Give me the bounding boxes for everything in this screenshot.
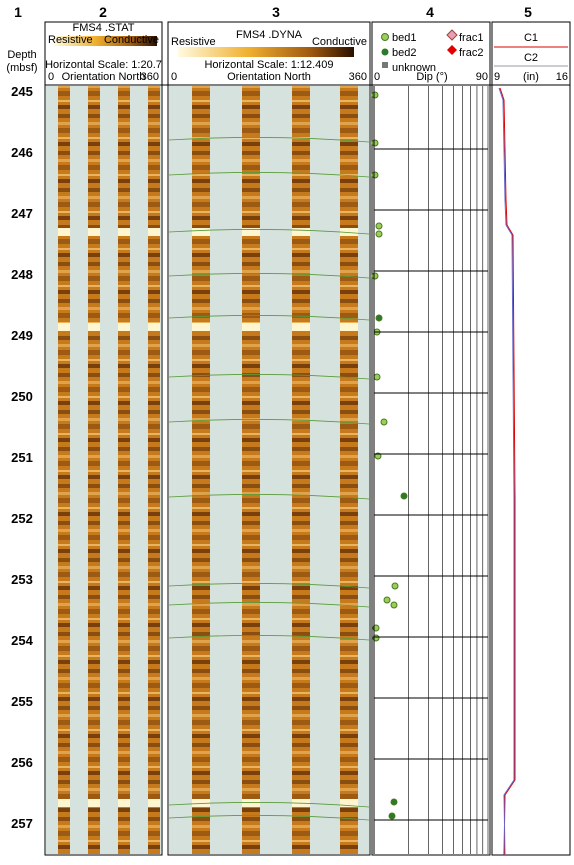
- label: Resistive: [171, 36, 216, 48]
- bright-band: [58, 228, 70, 236]
- fms-strip: [192, 86, 210, 854]
- fms-strip: [88, 86, 100, 854]
- label: 248: [11, 267, 33, 282]
- fms-strip: [340, 86, 358, 854]
- bright-band: [88, 799, 100, 807]
- bright-band: [242, 323, 260, 331]
- label: 255: [11, 694, 33, 709]
- label: Dip (°): [416, 71, 447, 83]
- curve-c2: [498, 87, 515, 856]
- bright-band: [242, 228, 260, 236]
- label: 254: [11, 633, 33, 648]
- label: 252: [11, 511, 33, 526]
- label: Resistive: [48, 34, 93, 46]
- fms-strip: [118, 86, 130, 854]
- tadpoles: [371, 91, 408, 820]
- bright-band: [58, 799, 70, 807]
- label: Horizontal Scale: 1:12.409: [204, 59, 333, 71]
- bright-band: [242, 799, 260, 807]
- trace: [168, 602, 370, 608]
- label: 246: [11, 145, 33, 160]
- label: (in): [523, 71, 539, 83]
- label: bed2: [392, 47, 416, 59]
- colorbar: [178, 47, 354, 57]
- bright-band: [88, 323, 100, 331]
- fms-strip: [58, 86, 70, 854]
- trace: [168, 635, 370, 641]
- bright-band: [292, 323, 310, 331]
- label: (mbsf): [6, 62, 37, 74]
- bright-band: [118, 323, 130, 331]
- label: 250: [11, 389, 33, 404]
- frames: [44, 21, 571, 856]
- bright-band: [148, 323, 160, 331]
- label: 3: [272, 4, 280, 20]
- label: 90: [476, 71, 488, 83]
- bright-band: [192, 799, 210, 807]
- label: 5: [524, 4, 532, 20]
- label: C2: [524, 52, 538, 64]
- fms-strip: [148, 86, 160, 854]
- bright-band: [340, 799, 358, 807]
- bright-band: [118, 228, 130, 236]
- bright-band: [340, 228, 358, 236]
- bright-band: [88, 228, 100, 236]
- bright-band: [292, 228, 310, 236]
- trace: [168, 315, 370, 321]
- label: 257: [11, 816, 33, 831]
- label: 9: [494, 71, 500, 83]
- trace: [168, 137, 370, 143]
- label: Depth: [7, 49, 36, 61]
- label: Horizontal Scale: 1:20.7: [45, 59, 162, 71]
- bright-band: [58, 323, 70, 331]
- label: FMS4 .STAT: [73, 22, 135, 34]
- label: frac2: [459, 47, 483, 59]
- label: 360: [141, 71, 159, 83]
- trace: [168, 374, 370, 380]
- trace: [168, 815, 370, 821]
- trace: [168, 273, 370, 279]
- label: 249: [11, 328, 33, 343]
- bright-band: [192, 228, 210, 236]
- label: 16: [556, 71, 568, 83]
- bright-band: [340, 323, 358, 331]
- trace: [168, 229, 370, 235]
- trace: [168, 419, 370, 425]
- label: 253: [11, 572, 33, 587]
- legend-symbols: [381, 29, 568, 68]
- label: Orientation North: [62, 71, 146, 83]
- trace: [168, 172, 370, 178]
- fms-strip: [242, 86, 260, 854]
- curve-c1: [499, 87, 516, 856]
- label: 4: [426, 4, 434, 20]
- label: 247: [11, 206, 33, 221]
- label: bed1: [392, 32, 416, 44]
- label: 1: [14, 4, 22, 20]
- label: unknown: [392, 62, 436, 74]
- label: 360: [349, 71, 367, 83]
- fms-strip: [292, 86, 310, 854]
- label: 2: [99, 4, 107, 20]
- bright-band: [148, 799, 160, 807]
- trace: [168, 583, 370, 589]
- label: 0: [171, 71, 177, 83]
- label: C1: [524, 32, 538, 44]
- colorbar: [54, 36, 157, 46]
- trace: [168, 802, 370, 808]
- bright-band: [148, 228, 160, 236]
- label: Conductive: [104, 34, 159, 46]
- label: Orientation North: [227, 71, 311, 83]
- bright-band: [118, 799, 130, 807]
- label: 0: [48, 71, 54, 83]
- label: FMS4 .DYNA: [236, 29, 303, 41]
- label: 245: [11, 84, 33, 99]
- label: 251: [11, 450, 33, 465]
- label: Conductive: [312, 36, 367, 48]
- label: frac1: [459, 32, 483, 44]
- trace: [168, 494, 370, 500]
- label: 0: [374, 71, 380, 83]
- bright-band: [192, 323, 210, 331]
- label: 256: [11, 755, 33, 770]
